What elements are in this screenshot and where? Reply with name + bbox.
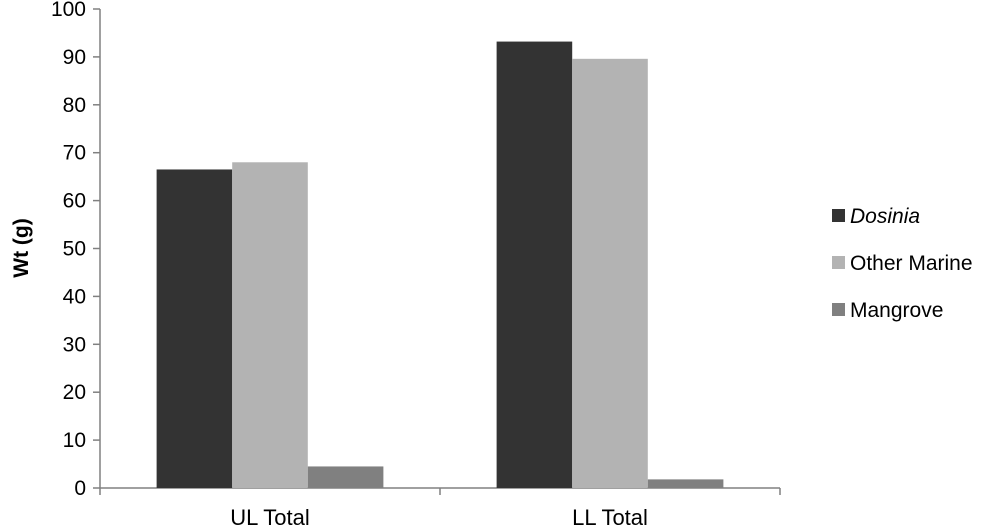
y-axis: 0 10 20 30 40 50 60 70 80 90 100 [51, 0, 101, 500]
y-tick-label: 40 [63, 285, 86, 308]
legend-label: Dosinia [850, 205, 920, 228]
legend-swatch [832, 303, 845, 316]
x-category-label: UL Total [230, 505, 310, 528]
legend-label: Other Marine [850, 252, 973, 275]
bar-0-0 [156, 169, 233, 488]
legend-swatch [832, 209, 845, 222]
bar-1-1 [572, 58, 648, 488]
y-tick-label: 60 [63, 190, 86, 213]
legend-swatch [832, 256, 845, 269]
y-tick-label: 0 [74, 477, 86, 500]
y-tick-label: 30 [63, 333, 86, 356]
legend: Dosinia Other Marine Mangrove [832, 205, 973, 322]
y-tick-label: 70 [63, 142, 86, 165]
bars [156, 41, 724, 489]
y-tick-label: 100 [51, 0, 86, 21]
y-tick-label: 10 [63, 429, 86, 452]
bar-1-0 [232, 162, 308, 488]
y-tick-label: 50 [63, 238, 86, 261]
x-category-label: LL Total [572, 505, 648, 528]
legend-label: Mangrove [850, 299, 943, 322]
bar-0-1 [496, 41, 573, 489]
y-tick-label: 90 [63, 46, 86, 69]
y-axis-label: Wt (g) [10, 218, 33, 277]
bar-2-1 [647, 479, 724, 488]
bar-2-0 [307, 466, 384, 488]
y-tick-label: 80 [63, 94, 86, 117]
y-tick-label: 20 [63, 381, 86, 404]
x-axis: UL Total LL Total [99, 487, 781, 528]
